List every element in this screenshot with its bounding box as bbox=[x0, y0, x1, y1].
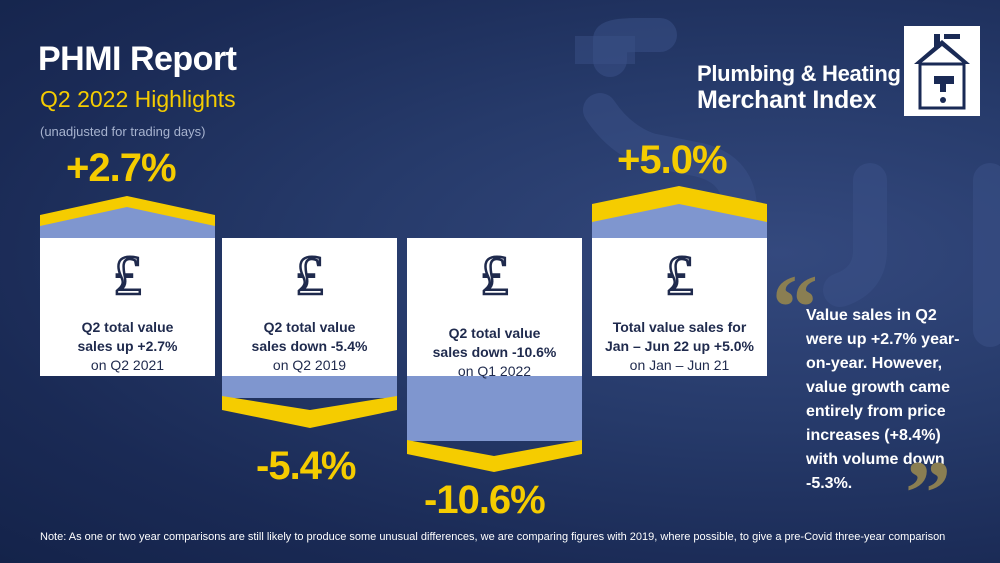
card-line-3: on Q1 2022 bbox=[457, 363, 532, 379]
change-value-3: -10.6% bbox=[424, 478, 546, 522]
card-line-3: on Q2 2019 bbox=[272, 357, 347, 373]
commentary-quote: Value sales in Q2 were up +2.7% year-on-… bbox=[806, 307, 960, 492]
card-line-2: sales down -5.4% bbox=[251, 338, 368, 354]
stat-card-q2-vs-q2-2021: £ Q2 total value sales up +2.7% on Q2 20… bbox=[40, 238, 215, 376]
bar-3-blue-band bbox=[407, 376, 582, 441]
card-line-2: sales up +2.7% bbox=[77, 338, 178, 354]
report-title: PHMI Report bbox=[38, 40, 237, 78]
close-quote-icon: ” bbox=[905, 442, 951, 544]
stat-card-q2-vs-q1-2022: £ Q2 total value sales down -10.6% on Q1… bbox=[407, 238, 582, 379]
pipe-fitting bbox=[575, 36, 635, 64]
comparison-footnote: Note: As one or two year comparisons are… bbox=[40, 531, 946, 543]
logo-line-2: Merchant Index bbox=[697, 86, 877, 114]
house-tap-logo-icon bbox=[904, 26, 980, 116]
change-value-4: +5.0% bbox=[617, 138, 728, 182]
bar-2-blue-band bbox=[222, 376, 397, 398]
card-line-1: Total value sales for bbox=[612, 319, 747, 335]
report-subtitle: Q2 2022 Highlights bbox=[40, 86, 236, 112]
pound-icon: £ bbox=[294, 245, 325, 307]
bar-3-yellow-chevron bbox=[407, 440, 582, 472]
card-line-2: sales down -10.6% bbox=[432, 344, 557, 360]
logo-line-1: Plumbing & Heating bbox=[697, 61, 901, 86]
change-value-2: -5.4% bbox=[256, 444, 356, 488]
bar-4-blue-band bbox=[592, 204, 767, 238]
open-quote-icon: “ bbox=[772, 256, 818, 358]
bar-1-blue-band bbox=[40, 207, 215, 238]
card-line-3: on Q2 2021 bbox=[90, 357, 165, 373]
stat-card-h1-vs-h1-2021: £ Total value sales for Jan – Jun 22 up … bbox=[592, 238, 767, 376]
pound-icon: £ bbox=[664, 245, 695, 307]
card-line-1: Q2 total value bbox=[263, 319, 356, 335]
card-line-1: Q2 total value bbox=[81, 319, 174, 335]
bar-2-yellow-chevron bbox=[222, 396, 397, 428]
change-value-1: +2.7% bbox=[66, 146, 177, 190]
brand-logo-text: Plumbing & Heating Merchant Index bbox=[697, 60, 901, 114]
stat-card-q2-vs-q2-2019: £ Q2 total value sales down -5.4% on Q2 … bbox=[222, 238, 397, 376]
card-line-1: Q2 total value bbox=[448, 325, 541, 341]
card-line-3: on Jan – Jun 21 bbox=[629, 357, 730, 373]
pound-icon: £ bbox=[479, 245, 510, 307]
adjustment-note: (unadjusted for trading days) bbox=[40, 124, 206, 139]
pound-icon: £ bbox=[112, 245, 143, 307]
card-line-2: Jan – Jun 22 up +5.0% bbox=[604, 338, 754, 354]
